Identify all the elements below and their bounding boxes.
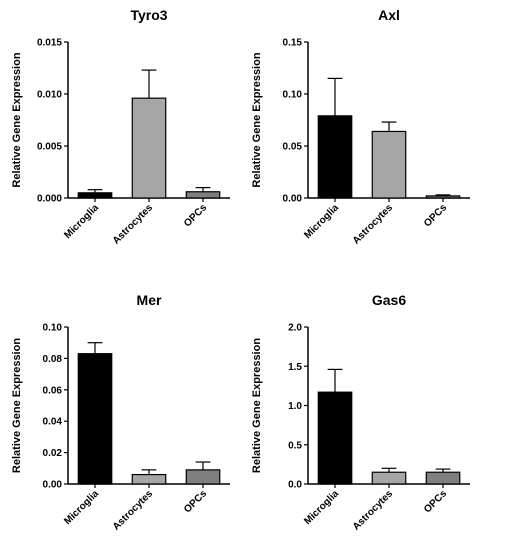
bar-microglia	[317, 115, 353, 199]
x-tick-label: OPCs	[422, 488, 449, 515]
bar-opcs	[425, 195, 461, 199]
chart-panel-axl: Axl Relative Gene Expression 0.00 0.05 0.10 0…	[251, 7, 470, 247]
x-tick-label: OPCs	[182, 488, 209, 515]
x-tick-label: Astrocytes	[351, 202, 396, 247]
y-tick-label: 0.15	[283, 38, 303, 49]
chart-title: Axl	[378, 7, 400, 23]
y-tick-label: 1.5	[288, 362, 302, 373]
y-axis-label: Relative Gene Expression	[251, 52, 263, 187]
x-tick-label: Microglia	[62, 488, 101, 527]
x-tick-label: Microglia	[302, 488, 341, 527]
bar-astrocytes	[371, 471, 407, 485]
bar-astrocytes	[371, 130, 407, 199]
x-tick-label: OPCs	[182, 202, 209, 229]
bar-opcs	[185, 469, 221, 485]
y-tick-label: 1.0	[288, 401, 302, 412]
y-tick-label: 0.005	[37, 142, 62, 153]
chart-title: Mer	[137, 292, 162, 308]
bar-astrocytes	[131, 473, 167, 485]
y-tick-label: 0.06	[43, 385, 63, 396]
y-tick-label: 0.04	[43, 417, 63, 428]
y-tick-label: 0.010	[37, 90, 62, 101]
y-tick-label: 0.0	[288, 480, 302, 491]
x-tick-label: OPCs	[422, 202, 449, 229]
bar-astrocytes	[131, 97, 167, 199]
chart-panel-gas6: Gas6 Relative Gene Expression 0.0 0.5 1.0 1.5…	[251, 292, 470, 533]
x-tick-label: Astrocytes	[111, 202, 156, 247]
bar-opcs	[425, 471, 461, 485]
y-axis-label: Relative Gene Expression	[11, 338, 23, 473]
x-tick-label: Astrocytes	[111, 488, 156, 533]
chart-panel-mer: Mer Relative Gene Expression 0.00 0.02 0.04 0…	[11, 292, 230, 533]
y-tick-label: 0.5	[288, 440, 302, 451]
x-tick-label: Microglia	[62, 202, 101, 241]
y-tick-label: 2.0	[288, 323, 302, 334]
y-tick-label: 0.10	[43, 323, 63, 334]
x-tick-label: Microglia	[302, 202, 341, 241]
y-tick-label: 0.02	[43, 448, 63, 459]
y-tick-label: 0.015	[37, 38, 62, 49]
bar-opcs	[185, 191, 221, 199]
bar-microglia	[77, 192, 113, 199]
y-tick-label: 0.05	[283, 142, 303, 153]
x-tick-label: Astrocytes	[351, 488, 396, 533]
y-axis-label: Relative Gene Expression	[251, 338, 263, 473]
bar-microglia	[317, 391, 353, 485]
bar-microglia	[77, 353, 113, 485]
chart-title: Tyro3	[130, 7, 167, 23]
y-axis-label: Relative Gene Expression	[11, 52, 23, 187]
y-tick-label: 0.00	[283, 194, 303, 205]
y-tick-label: 0.000	[37, 194, 62, 205]
y-tick-label: 0.00	[43, 480, 63, 491]
chart-title: Gas6	[372, 292, 406, 308]
chart-panel-tyro3: Tyro3 Relative Gene Expression 0.000 0.005 0…	[11, 7, 230, 247]
y-tick-label: 0.08	[43, 354, 63, 365]
y-tick-label: 0.10	[283, 90, 303, 101]
